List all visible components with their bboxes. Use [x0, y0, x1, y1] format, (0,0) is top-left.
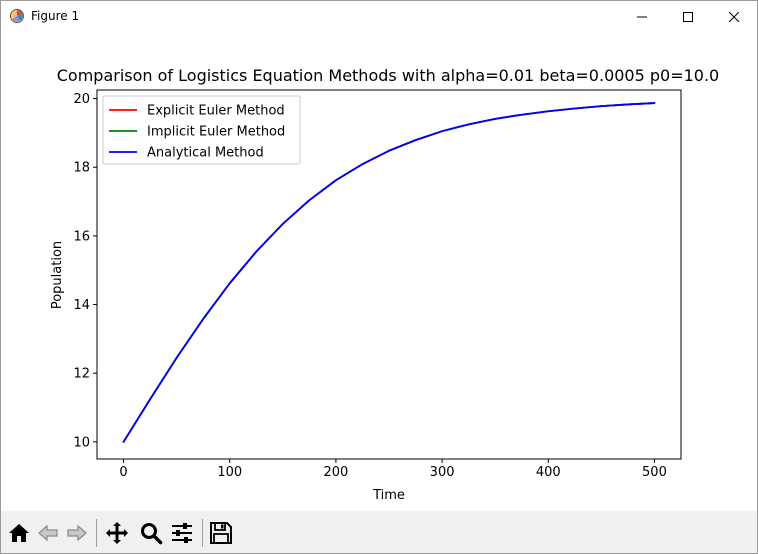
plot-frame	[96, 89, 682, 460]
chart-title: Comparison of Logistics Equation Methods…	[57, 66, 719, 85]
window-title: Figure 1	[31, 9, 80, 23]
x-axis-label: Time	[372, 488, 405, 503]
y-tick-label: 14	[73, 298, 90, 313]
minimize-button[interactable]	[619, 1, 665, 32]
series-line-analytical-method	[122, 102, 656, 443]
y-tick-label: 18	[73, 161, 90, 176]
legend-label: Analytical Method	[147, 146, 264, 161]
forward-button[interactable]	[63, 519, 91, 547]
minimize-icon	[637, 16, 647, 17]
y-tick-label: 12	[73, 367, 90, 382]
legend-label: Implicit Euler Method	[147, 125, 285, 140]
pan-button[interactable]	[103, 519, 131, 547]
configure-subplots-icon	[172, 523, 192, 543]
legend-box	[102, 95, 301, 165]
series-layer	[122, 102, 656, 443]
pan-icon	[106, 522, 128, 544]
x-tick-label: 300	[430, 465, 455, 480]
save-icon	[210, 522, 232, 544]
x-axis: 0 100 200 300 400 500	[119, 459, 667, 480]
zoom-icon	[141, 523, 163, 545]
y-axis-label: Population	[50, 241, 65, 309]
zoom-button[interactable]	[137, 519, 165, 547]
y-tick-label: 16	[73, 229, 90, 244]
configure-subplots-button[interactable]	[168, 519, 196, 547]
y-tick-label: 10	[73, 435, 90, 450]
title-bar[interactable]: Figure 1	[1, 1, 757, 32]
x-tick-label: 500	[642, 465, 667, 480]
home-button[interactable]	[5, 519, 33, 547]
x-tick-label: 0	[119, 465, 127, 480]
app-icon	[10, 9, 24, 23]
x-tick-label: 200	[323, 465, 348, 480]
forward-icon	[67, 524, 87, 542]
maximize-button[interactable]	[665, 1, 711, 32]
x-tick-label: 100	[217, 465, 242, 480]
close-icon	[729, 11, 739, 22]
navigation-toolbar	[1, 511, 757, 553]
y-tick-label: 20	[73, 92, 90, 107]
x-tick-label: 400	[536, 465, 561, 480]
back-icon	[38, 524, 58, 542]
maximize-icon	[683, 11, 693, 22]
toolbar-separator	[202, 519, 203, 547]
close-button[interactable]	[711, 1, 757, 32]
line-chart: Comparison of Logistics Equation Methods…	[50, 66, 719, 503]
back-button[interactable]	[34, 519, 62, 547]
legend: Explicit Euler Method Implicit Euler Meth…	[102, 95, 301, 165]
figure-canvas[interactable]: Comparison of Logistics Equation Methods…	[1, 32, 757, 511]
home-icon	[9, 524, 29, 542]
y-axis: 10 12 14 16 18 20	[73, 92, 97, 450]
legend-label: Explicit Euler Method	[147, 104, 285, 119]
toolbar-separator	[96, 519, 97, 547]
save-button[interactable]	[207, 519, 235, 547]
